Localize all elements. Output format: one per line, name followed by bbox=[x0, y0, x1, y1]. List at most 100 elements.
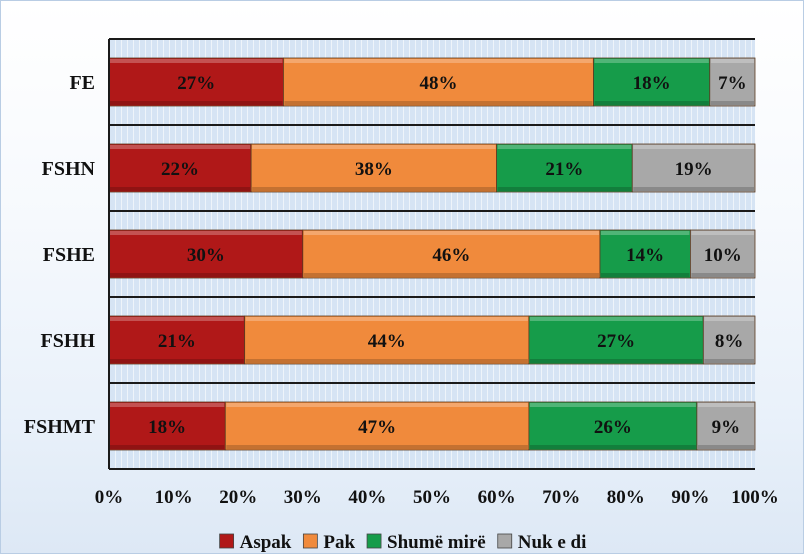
bar-shadow bbox=[252, 187, 496, 191]
category-label: FE bbox=[69, 72, 95, 94]
bar-segment bbox=[709, 57, 756, 107]
data-label: 46% bbox=[432, 245, 470, 266]
data-label: 18% bbox=[148, 417, 186, 438]
legend-label: Shumë mirë bbox=[387, 532, 486, 553]
bar-shadow bbox=[697, 445, 754, 449]
x-tick-label: 60% bbox=[478, 487, 516, 508]
x-tick-label: 30% bbox=[284, 487, 322, 508]
category-label: FSHMT bbox=[24, 416, 96, 438]
bar-shadow bbox=[594, 101, 709, 105]
bar-shadow bbox=[303, 273, 599, 277]
bar-highlight bbox=[226, 403, 528, 407]
bar-highlight bbox=[303, 231, 599, 235]
bar-shadow bbox=[691, 273, 754, 277]
x-tick-label: 100% bbox=[731, 487, 779, 508]
bar-segment bbox=[528, 315, 704, 365]
data-label: 26% bbox=[594, 417, 632, 438]
x-tick-label: 80% bbox=[607, 487, 645, 508]
bar-segment bbox=[302, 229, 601, 279]
category-label: FSHN bbox=[42, 158, 96, 180]
bar-shadow bbox=[633, 187, 754, 191]
data-label: 48% bbox=[419, 73, 457, 94]
legend-swatch bbox=[497, 533, 513, 549]
data-label: 27% bbox=[177, 73, 215, 94]
legend-swatch bbox=[302, 533, 318, 549]
data-label: 7% bbox=[718, 73, 747, 94]
bar-segment bbox=[108, 315, 246, 365]
bar-highlight bbox=[110, 145, 251, 149]
bar-shadow bbox=[497, 187, 632, 191]
bar-shadow bbox=[110, 273, 302, 277]
bar-highlight bbox=[245, 317, 528, 321]
bar-segment bbox=[496, 143, 633, 193]
data-label: 19% bbox=[675, 159, 713, 180]
x-tick-label: 0% bbox=[95, 487, 124, 508]
bar-segment bbox=[702, 315, 756, 365]
data-label: 27% bbox=[597, 331, 635, 352]
bar-shadow bbox=[529, 359, 703, 363]
legend-label: Aspak bbox=[240, 532, 292, 553]
bar-highlight bbox=[600, 231, 690, 235]
legend-item: Shumë mirë bbox=[366, 532, 486, 553]
bar-shadow bbox=[110, 445, 225, 449]
bar-segment bbox=[593, 57, 711, 107]
data-label: 9% bbox=[712, 417, 741, 438]
legend: Aspak Pak Shumë mirë Nuk e di bbox=[219, 532, 587, 553]
bar-highlight bbox=[594, 59, 709, 63]
bar-segment bbox=[631, 143, 756, 193]
bar-shadow bbox=[110, 187, 251, 191]
bar-segment bbox=[108, 143, 252, 193]
bar-segment bbox=[283, 57, 594, 107]
legend-swatch bbox=[219, 533, 235, 549]
x-tick-label: 40% bbox=[348, 487, 386, 508]
bar-shadow bbox=[226, 445, 528, 449]
data-label: 18% bbox=[633, 73, 671, 94]
bar-segment bbox=[690, 229, 756, 279]
data-label: 38% bbox=[355, 159, 393, 180]
x-tick-label: 10% bbox=[155, 487, 193, 508]
bar-shadow bbox=[284, 101, 593, 105]
bar-segment bbox=[224, 401, 530, 451]
bar-shadow bbox=[600, 273, 690, 277]
bar-shadow bbox=[529, 445, 696, 449]
x-tick-label: 50% bbox=[413, 487, 451, 508]
bar-highlight bbox=[284, 59, 593, 63]
data-label: 47% bbox=[358, 417, 396, 438]
data-label: 44% bbox=[368, 331, 406, 352]
bar-shadow bbox=[704, 359, 754, 363]
bar-highlight bbox=[252, 145, 496, 149]
bar-segment bbox=[696, 401, 756, 451]
bar-highlight bbox=[697, 403, 754, 407]
bar-highlight bbox=[691, 231, 754, 235]
bar-highlight bbox=[110, 231, 302, 235]
x-tick-label: 20% bbox=[219, 487, 257, 508]
legend-item: Pak bbox=[302, 532, 355, 553]
bar-highlight bbox=[110, 59, 283, 63]
bar-segment bbox=[528, 401, 698, 451]
bar-segment bbox=[244, 315, 530, 365]
data-label: 14% bbox=[626, 245, 664, 266]
legend-label: Pak bbox=[323, 532, 355, 553]
legend-swatch bbox=[366, 533, 382, 549]
data-label: 21% bbox=[158, 331, 196, 352]
bar-shadow bbox=[710, 101, 754, 105]
bar-segment bbox=[599, 229, 691, 279]
x-tick-label: 90% bbox=[671, 487, 709, 508]
data-label: 22% bbox=[161, 159, 199, 180]
category-label: FSHH bbox=[41, 330, 96, 352]
bar-shadow bbox=[245, 359, 528, 363]
bar-highlight bbox=[710, 59, 754, 63]
bar-segment bbox=[250, 143, 497, 193]
bar-shadow bbox=[110, 101, 283, 105]
data-label: 30% bbox=[187, 245, 225, 266]
data-label: 21% bbox=[545, 159, 583, 180]
legend-label: Nuk e di bbox=[518, 532, 587, 553]
bar-highlight bbox=[529, 403, 696, 407]
legend-item: Nuk e di bbox=[497, 532, 587, 553]
bar-shadow bbox=[110, 359, 244, 363]
x-tick-label: 70% bbox=[542, 487, 580, 508]
bar-highlight bbox=[633, 145, 754, 149]
bar-highlight bbox=[529, 317, 703, 321]
